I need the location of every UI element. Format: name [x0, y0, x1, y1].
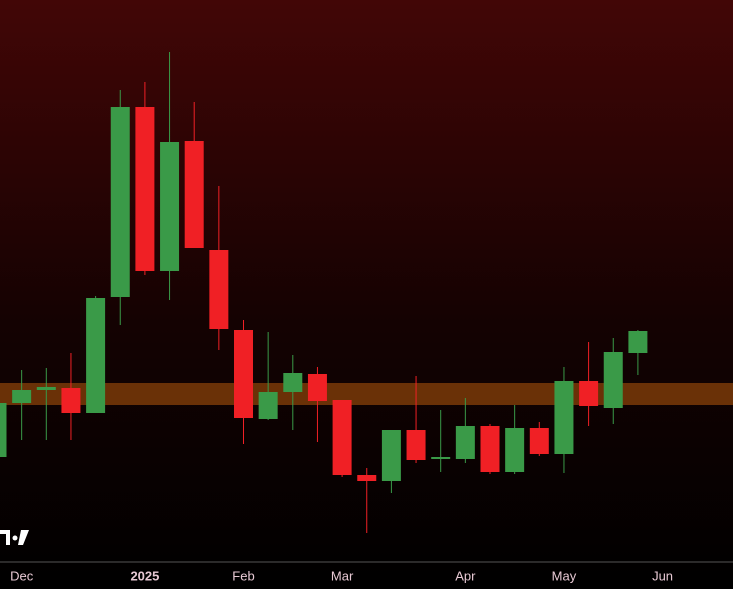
x-tick-label: 2025	[130, 568, 159, 583]
candle-body	[209, 250, 229, 329]
candle-body	[12, 390, 32, 403]
candle-body	[184, 141, 204, 248]
candle-body	[554, 381, 574, 454]
candle-body	[307, 374, 327, 401]
candle	[406, 376, 426, 463]
x-tick-label: Mar	[331, 568, 354, 583]
candle	[160, 52, 180, 300]
candle-body	[135, 107, 155, 271]
candle	[603, 338, 623, 424]
candle-body	[234, 330, 253, 418]
watermark-logo	[0, 530, 29, 545]
candle	[12, 370, 32, 440]
x-tick-label: Dec	[10, 568, 34, 583]
candle-body	[160, 142, 180, 271]
candle-body	[455, 426, 475, 459]
candle	[110, 90, 130, 325]
candle	[381, 430, 401, 493]
candle-body	[258, 392, 278, 419]
plot-area	[0, 52, 733, 533]
candle-body	[505, 428, 525, 472]
candle	[529, 422, 549, 456]
candle	[505, 405, 525, 474]
candle	[283, 355, 303, 430]
candle	[332, 400, 352, 477]
candle-body	[0, 403, 7, 457]
candle-body	[86, 298, 106, 413]
candle	[234, 320, 253, 444]
candle	[0, 403, 7, 457]
x-tick-label: Feb	[232, 568, 254, 583]
candle-body	[579, 381, 599, 406]
candle	[86, 296, 106, 413]
candle	[455, 398, 475, 463]
candle	[258, 332, 278, 420]
candle	[36, 368, 56, 440]
candle-body	[480, 426, 500, 472]
candle-body	[283, 373, 303, 392]
candle	[480, 424, 500, 474]
candle	[628, 330, 648, 375]
candle	[61, 353, 81, 440]
x-tick-label: Jun	[652, 568, 673, 583]
candle-body	[628, 331, 648, 353]
candle	[554, 367, 574, 473]
candle-body	[36, 387, 56, 390]
x-tick-label: May	[552, 568, 577, 583]
candle-body	[603, 352, 623, 408]
candle	[431, 410, 451, 472]
candle-body	[357, 475, 377, 481]
candle	[135, 82, 155, 275]
candle	[209, 186, 229, 350]
candle-body	[431, 457, 451, 459]
candle-body	[110, 107, 130, 297]
x-tick-label: Apr	[455, 568, 476, 583]
candle	[184, 102, 204, 248]
candle-body	[61, 388, 81, 413]
candle-body	[529, 428, 549, 454]
candle-body	[381, 430, 401, 481]
candle	[357, 468, 377, 533]
zone-band	[0, 383, 733, 405]
candle-body	[406, 430, 426, 460]
candle	[307, 367, 327, 442]
candle-body	[332, 400, 352, 475]
candle	[579, 342, 599, 426]
